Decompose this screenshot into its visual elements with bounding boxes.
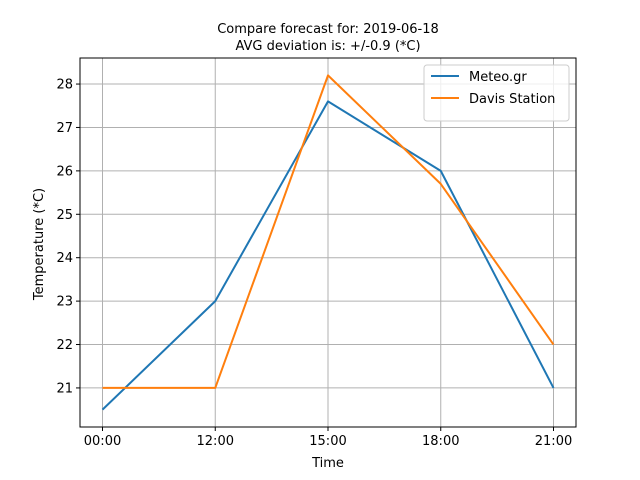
- x-tick-label: 00:00: [84, 434, 121, 449]
- y-tick-label: 25: [56, 208, 73, 223]
- y-tick-label: 27: [56, 121, 73, 136]
- y-axis: 21 22 23 24 25 26 27 28: [56, 78, 80, 396]
- legend: Meteo.gr Davis Station: [423, 64, 570, 122]
- legend-box: [423, 64, 570, 122]
- x-tick-label: 15:00: [309, 434, 346, 449]
- series-line: [101, 100, 555, 411]
- y-tick-label: 28: [56, 78, 73, 93]
- y-tick-label: 21: [56, 381, 73, 396]
- legend-label: Davis Station: [469, 92, 555, 107]
- x-tick-label: 12:00: [197, 434, 234, 449]
- y-tick-label: 24: [56, 251, 73, 266]
- y-axis-label: Temperature (*C): [32, 188, 47, 301]
- x-axis-label: Time: [311, 456, 344, 471]
- y-tick-label: 23: [56, 295, 73, 310]
- series-line: [102, 74, 555, 389]
- legend-label: Meteo.gr: [469, 70, 527, 85]
- chart-title: Compare forecast for: 2019-06-18: [217, 22, 439, 37]
- x-axis: 00:00 12:00 15:00 18:00 21:00: [84, 427, 572, 449]
- series-lines: [101, 74, 555, 411]
- chart-subtitle: AVG deviation is: +/-0.9 (*C): [235, 39, 420, 54]
- x-tick-label: 21:00: [535, 434, 572, 449]
- y-tick-label: 22: [56, 338, 73, 353]
- x-tick-label: 18:00: [422, 434, 459, 449]
- y-tick-label: 26: [56, 164, 73, 179]
